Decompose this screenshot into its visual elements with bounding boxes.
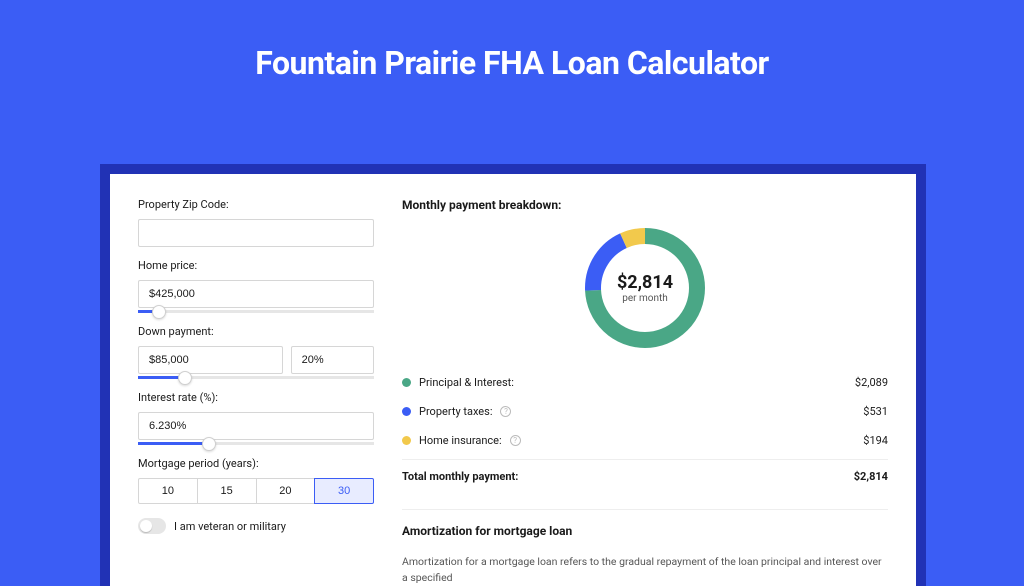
- donut-chart: $2,814 per month: [585, 228, 705, 348]
- down-payment-percent-input[interactable]: [291, 346, 374, 374]
- mortgage-period-group: Mortgage period (years): 10 15 20 30: [138, 457, 374, 504]
- down-payment-label: Down payment:: [138, 325, 374, 338]
- period-option-30[interactable]: 30: [314, 478, 374, 504]
- donut-amount: $2,814: [617, 272, 673, 293]
- breakdown-row-pi: Principal & Interest: $2,089: [402, 368, 888, 397]
- home-price-slider-thumb[interactable]: [152, 305, 166, 319]
- breakdown-value-pi: $2,089: [855, 376, 888, 389]
- veteran-toggle-label: I am veteran or military: [174, 520, 286, 533]
- home-price-label: Home price:: [138, 259, 374, 272]
- page-title: Fountain Prairie FHA Loan Calculator: [0, 44, 1024, 82]
- down-payment-slider[interactable]: [138, 376, 374, 379]
- dot-tax: [402, 407, 411, 416]
- mortgage-period-options: 10 15 20 30: [138, 478, 374, 504]
- calculator-card-shadow: Property Zip Code: Home price: Down paym…: [100, 164, 926, 586]
- breakdown-row-ins: Home insurance: ? $194: [402, 426, 888, 455]
- breakdown-row-total: Total monthly payment: $2,814: [402, 459, 888, 491]
- results-column: Monthly payment breakdown: $2,814 per mo…: [402, 198, 888, 586]
- interest-rate-label: Interest rate (%):: [138, 391, 374, 404]
- mortgage-period-label: Mortgage period (years):: [138, 457, 374, 470]
- breakdown-label-tax: Property taxes:: [419, 405, 492, 418]
- breakdown-label-ins: Home insurance:: [419, 434, 502, 447]
- zip-field-group: Property Zip Code:: [138, 198, 374, 247]
- breakdown-value-ins: $194: [863, 434, 888, 447]
- section-divider: [402, 509, 888, 510]
- down-payment-amount-input[interactable]: [138, 346, 283, 374]
- veteran-toggle[interactable]: [138, 518, 166, 534]
- veteran-toggle-row: I am veteran or military: [138, 518, 374, 534]
- down-payment-group: Down payment:: [138, 325, 374, 379]
- info-icon[interactable]: ?: [510, 435, 521, 446]
- home-price-input[interactable]: [138, 280, 374, 308]
- donut-chart-wrap: $2,814 per month: [402, 228, 888, 348]
- down-payment-slider-thumb[interactable]: [178, 371, 192, 385]
- home-price-group: Home price:: [138, 259, 374, 313]
- amortization-text: Amortization for a mortgage loan refers …: [402, 554, 888, 586]
- period-option-10[interactable]: 10: [138, 478, 198, 504]
- interest-rate-slider-fill: [138, 442, 209, 445]
- zip-input[interactable]: [138, 219, 374, 247]
- dot-pi: [402, 378, 411, 387]
- breakdown-total-label: Total monthly payment:: [402, 470, 518, 483]
- breakdown-label-pi: Principal & Interest:: [419, 376, 514, 389]
- interest-rate-slider[interactable]: [138, 442, 374, 445]
- period-option-15[interactable]: 15: [197, 478, 257, 504]
- calculator-card: Property Zip Code: Home price: Down paym…: [110, 174, 916, 586]
- interest-rate-group: Interest rate (%):: [138, 391, 374, 445]
- dot-ins: [402, 436, 411, 445]
- breakdown-total-value: $2,814: [854, 470, 888, 483]
- interest-rate-input[interactable]: [138, 412, 374, 440]
- info-icon[interactable]: ?: [500, 406, 511, 417]
- period-option-20[interactable]: 20: [256, 478, 316, 504]
- inputs-column: Property Zip Code: Home price: Down paym…: [138, 198, 374, 586]
- interest-rate-slider-thumb[interactable]: [202, 437, 216, 451]
- donut-sublabel: per month: [622, 293, 668, 304]
- home-price-slider[interactable]: [138, 310, 374, 313]
- breakdown-heading: Monthly payment breakdown:: [402, 198, 888, 212]
- donut-center: $2,814 per month: [585, 228, 705, 348]
- breakdown-value-tax: $531: [863, 405, 888, 418]
- zip-label: Property Zip Code:: [138, 198, 374, 211]
- amortization-heading: Amortization for mortgage loan: [402, 524, 888, 538]
- breakdown-row-tax: Property taxes: ? $531: [402, 397, 888, 426]
